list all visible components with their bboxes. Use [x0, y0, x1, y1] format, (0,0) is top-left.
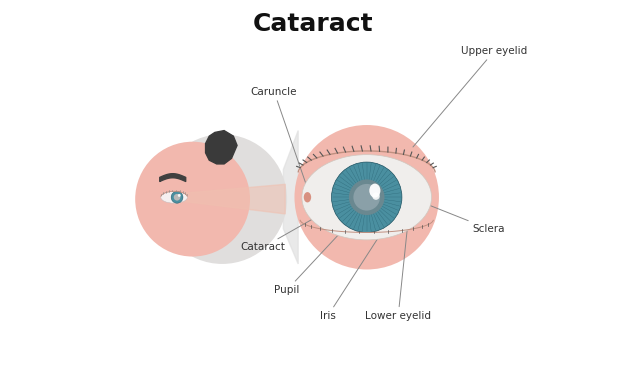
- Ellipse shape: [369, 183, 381, 198]
- Circle shape: [157, 134, 287, 264]
- Ellipse shape: [161, 191, 187, 203]
- Polygon shape: [205, 130, 237, 164]
- Text: Caruncle: Caruncle: [251, 87, 309, 191]
- Circle shape: [294, 125, 439, 270]
- Text: Sclera: Sclera: [421, 202, 505, 234]
- Text: Cataract: Cataract: [253, 12, 373, 36]
- Polygon shape: [284, 130, 298, 264]
- Circle shape: [349, 179, 384, 215]
- Circle shape: [178, 194, 181, 197]
- Text: Cataract: Cataract: [240, 195, 355, 252]
- Circle shape: [173, 194, 180, 200]
- Ellipse shape: [302, 155, 431, 240]
- Ellipse shape: [304, 192, 311, 202]
- Circle shape: [354, 184, 380, 211]
- Circle shape: [135, 142, 250, 256]
- Text: Iris: Iris: [320, 229, 384, 321]
- Circle shape: [356, 186, 378, 208]
- Polygon shape: [180, 184, 285, 214]
- Text: Upper eyelid: Upper eyelid: [413, 46, 528, 147]
- Text: Pupil: Pupil: [274, 211, 361, 295]
- Circle shape: [332, 162, 402, 232]
- Circle shape: [171, 191, 183, 203]
- Text: Lower eyelid: Lower eyelid: [365, 230, 431, 321]
- Circle shape: [372, 193, 380, 200]
